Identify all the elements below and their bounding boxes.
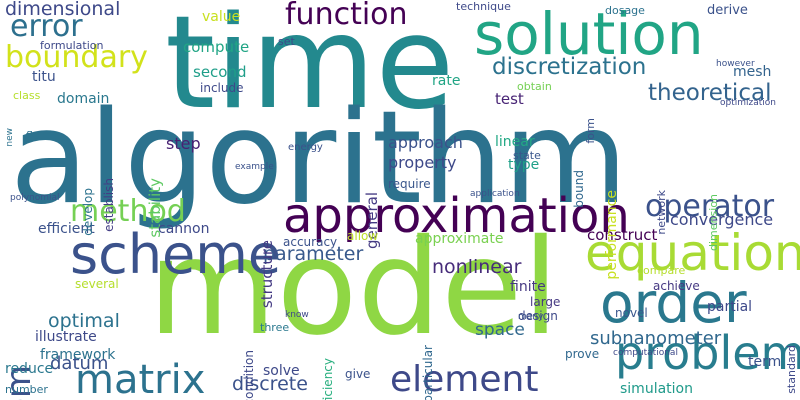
word-establish: establish — [102, 178, 116, 232]
word-condition: condition — [242, 350, 256, 400]
word-theoretical: theoretical — [648, 80, 772, 106]
word-subnanometer: subnanometer — [590, 328, 722, 349]
word-several: several — [75, 277, 119, 291]
word-accuracy: accuracy — [283, 235, 338, 249]
word-illustrate: illustrate — [35, 329, 97, 345]
word-computational: computational — [613, 348, 678, 358]
word-solution: solution — [474, 0, 704, 68]
word-give: give — [345, 367, 371, 381]
word-linear: linear — [495, 134, 535, 150]
word-operator: operator — [645, 189, 775, 224]
word-optimal: optimal — [48, 310, 120, 332]
word-allow: allow — [347, 229, 379, 243]
word-network: network — [655, 190, 668, 235]
word-prove: prove — [565, 347, 600, 361]
word-dosage: dosage — [605, 4, 645, 17]
word-matrix: matrix — [75, 357, 206, 400]
word-value: value — [202, 9, 241, 25]
word-novel: novel — [615, 306, 648, 320]
word-parameter: parameter — [263, 243, 364, 265]
word-formulation: formulation — [40, 39, 104, 52]
word-form: form — [584, 118, 597, 144]
word-bound: bound — [572, 170, 586, 208]
word-flow: flow — [26, 129, 49, 142]
word-approximation: approximation — [283, 188, 630, 244]
word-scheme: scheme — [70, 223, 282, 286]
word-model: model — [148, 211, 560, 365]
word-finite: finite — [510, 279, 546, 295]
word-however: however — [716, 59, 755, 69]
word-type: type — [508, 157, 540, 173]
word-state: state — [513, 149, 541, 162]
word-compute: compute — [183, 38, 250, 56]
word-polynomial: polynomial — [10, 193, 60, 203]
word-large: large — [530, 295, 561, 309]
word-compare: compare — [637, 264, 686, 277]
word-rate: rate — [432, 73, 461, 89]
word-include: include — [200, 81, 244, 95]
word-property: property — [388, 153, 457, 172]
word-technique: technique — [456, 0, 511, 13]
word-set: set — [278, 35, 295, 48]
word-space: space — [475, 320, 525, 340]
word-structure: structure — [258, 240, 276, 309]
word-datum: datum — [50, 353, 109, 374]
word-boundary: boundary — [5, 40, 148, 75]
word-class: class — [13, 89, 41, 102]
word-time: time — [165, 0, 455, 138]
word-test: test — [495, 90, 524, 108]
word-discretization: discretization — [492, 54, 647, 80]
word-performance: performance — [604, 190, 620, 280]
word-second: second — [193, 63, 247, 81]
word-approximate: approximate — [415, 231, 504, 247]
word-framework: framework — [40, 347, 116, 363]
word-titu: titu — [32, 69, 56, 85]
word-efficiency: efficiency — [321, 358, 335, 400]
word-simulation: simulation — [620, 381, 693, 397]
word-term: term — [748, 354, 782, 370]
word-dimensional: dimensional — [5, 0, 121, 20]
word-order: order — [600, 271, 747, 335]
word-energy: energy — [288, 142, 323, 153]
word-partial: partial — [707, 299, 753, 315]
word-example: example — [235, 162, 274, 172]
word-algorithm: algorithm — [10, 84, 628, 233]
word-domain: domain — [57, 91, 110, 107]
word-derive: derive — [707, 3, 748, 18]
word-discrete: discrete — [232, 373, 308, 395]
word-problem: problem — [615, 326, 800, 380]
word-achieve: achieve — [653, 279, 700, 293]
word-efficient: efficient — [38, 221, 95, 237]
word-application: application — [470, 189, 520, 199]
word-function: function — [285, 0, 408, 32]
word-approach: approach — [388, 133, 463, 152]
word-design: design — [518, 309, 558, 323]
word-method: method — [70, 194, 186, 229]
word-many: many — [518, 312, 544, 322]
word-know: know — [285, 310, 309, 320]
word-cannon: cannon — [158, 221, 210, 237]
word-particular: particular — [421, 345, 435, 400]
word-reduce: reduce — [5, 361, 54, 377]
word-mesh: mesh — [733, 64, 772, 80]
word-optimization: optimization — [720, 98, 776, 108]
word-obtain: obtain — [517, 80, 552, 93]
word-element: element — [390, 359, 539, 400]
word-nonlinear: nonlinear — [432, 256, 522, 278]
word-dimension: dimension — [707, 194, 720, 251]
word-equation: equation — [585, 224, 800, 282]
word-new: new — [5, 128, 15, 147]
word-error: error — [10, 9, 83, 44]
word-construct: construct — [587, 226, 658, 244]
word-number: number — [5, 383, 48, 396]
word-standard: standard — [785, 345, 798, 394]
word-solve: solve — [263, 363, 300, 379]
word-three: three — [260, 321, 290, 334]
word-step: step — [166, 134, 201, 153]
word-develop: develop — [81, 188, 95, 236]
word-require: require — [388, 177, 431, 191]
word-convergence: convergence — [670, 210, 774, 229]
